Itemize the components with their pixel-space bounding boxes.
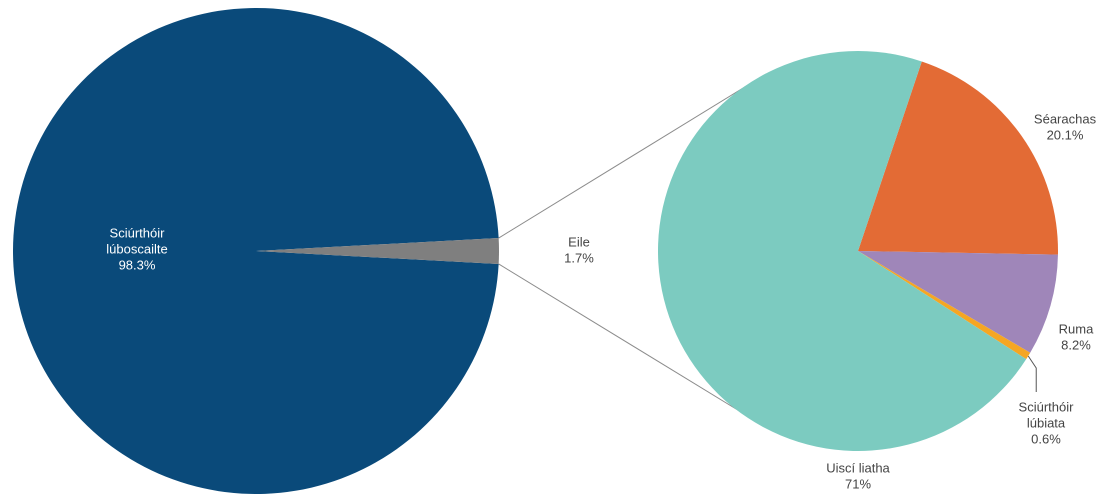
slice-labels: Sciúrthóirlúboscailte98.3%Eile1.7%Uiscí …: [106, 111, 1096, 491]
main-pie: [12, 7, 499, 494]
detail-slice-ruma: [858, 251, 1058, 353]
slice-label-sciurthoir-lubiata: 0.6%: [1031, 431, 1061, 446]
slice-label-eile: Eile: [568, 234, 590, 249]
slice-label-searachas: 20.1%: [1047, 127, 1084, 142]
pie-slice-sciurthoir-luboscailte: [12, 7, 499, 494]
detail-slice-sciurthoir-lubiata: [858, 251, 1031, 360]
slice-label-ruma: Ruma: [1059, 321, 1094, 336]
slice-label-uisci-liatha: 71%: [845, 476, 871, 491]
connector-line-top: [498, 73, 767, 239]
slice-label-sciurthoir-lubiata: Sciúrthóir: [1019, 399, 1075, 414]
detail-slice-searachas: [858, 61, 1058, 255]
connector-line-bottom: [498, 263, 742, 413]
slice-label-sciurthoir-luboscailte: Sciúrthóir: [110, 225, 166, 240]
slice-label-sciurthoir-luboscailte: 98.3%: [119, 257, 156, 272]
slice-label-searachas: Séarachas: [1034, 111, 1097, 126]
slice-label-sciurthoir-luboscailte: lúboscailte: [106, 241, 167, 256]
detail-pie: [658, 50, 1058, 452]
slice-label-sciurthoir-lubiata: lúbiata: [1027, 415, 1066, 430]
slice-label-uisci-liatha: Uiscí liatha: [826, 460, 890, 475]
pie-slice-eile: [256, 238, 499, 264]
leader-line: [1027, 355, 1037, 392]
detail-slice-uisci-liatha: [658, 50, 1027, 452]
slice-label-eile: 1.7%: [564, 250, 594, 265]
connector-lines: [498, 73, 767, 413]
slice-label-ruma: 8.2%: [1061, 337, 1091, 352]
